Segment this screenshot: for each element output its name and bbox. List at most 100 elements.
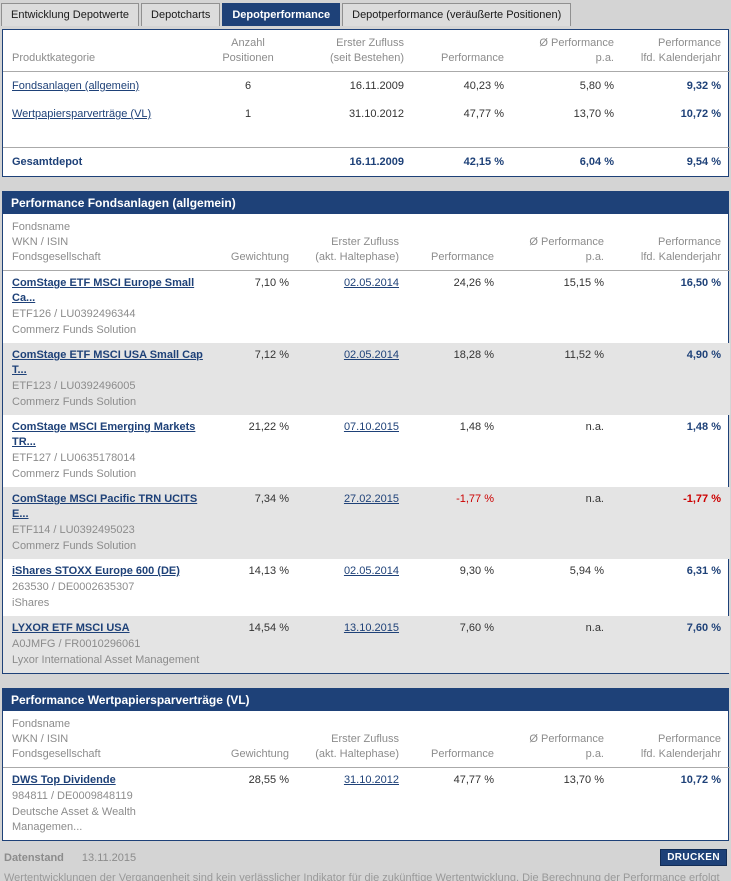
zufluss-date-link[interactable]: 02.05.2014 <box>343 277 399 289</box>
header-performance: Performance <box>408 214 503 271</box>
gewichtung-value: 14,13 % <box>248 565 289 577</box>
category-link-fondsanlagen[interactable]: Fondsanlagen (allgemein) <box>12 80 140 92</box>
zufluss-date-link[interactable]: 07.10.2015 <box>343 421 399 433</box>
fund-wkn-isin: A0JMFG / FR0010296061 <box>12 638 141 650</box>
performance-pa-value: 11,52 % <box>564 349 604 361</box>
performance-value: 1,48 % <box>459 421 494 433</box>
header-performance-kalenderjahr: Performance lfd. Kalenderjahr <box>613 214 730 271</box>
fund-gesellschaft: Commerz Funds Solution <box>12 324 137 336</box>
fund-row: ComStage ETF MSCI USA Small Cap T... ETF… <box>3 343 730 415</box>
fund-name-link[interactable]: ComStage ETF MSCI USA Small Cap T... <box>12 349 203 376</box>
performance-pa-value: n.a. <box>585 493 604 505</box>
performance-jahr-value: 9,54 % <box>623 147 730 176</box>
anzahl-value <box>208 147 288 176</box>
zufluss-value: 16.11.2009 <box>288 147 413 176</box>
fund-name-link[interactable]: iShares STOXX Europe 600 (DE) <box>12 565 180 577</box>
performance-pa-value: 13,70 % <box>563 774 604 786</box>
zufluss-date-link[interactable]: 31.10.2012 <box>343 774 399 786</box>
tab-depotperformance[interactable]: Depotperformance <box>222 3 341 26</box>
zufluss-date-link[interactable]: 27.02.2015 <box>343 493 399 505</box>
tab-depotperformance-veraeusserte-positionen[interactable]: Depotperformance (veräußerte Positionen) <box>342 3 572 26</box>
section-title-fondsanlagen: Performance Fondsanlagen (allgemein) <box>3 192 728 214</box>
performance-jahr-value: 16,50 % <box>680 277 721 289</box>
summary-row-fondsanlagen: Fondsanlagen (allgemein) 6 16.11.2009 40… <box>3 72 730 101</box>
fund-name-link[interactable]: LYXOR ETF MSCI USA <box>12 622 130 634</box>
fund-gesellschaft: Lyxor International Asset Management <box>12 654 200 666</box>
performance-jahr-value: 7,60 % <box>686 622 721 634</box>
header-performance: Performance <box>408 711 503 768</box>
performance-value: 47,77 % <box>463 108 504 120</box>
header-performance: Performance <box>413 30 513 72</box>
depot-summary-panel: Produktkategorie Anzahl Positionen Erste… <box>2 29 730 177</box>
header-performance-kalenderjahr: Performance lfd. Kalenderjahr <box>613 711 730 768</box>
performance-value: 9,30 % <box>459 565 494 577</box>
fund-row: ComStage MSCI Pacific TRN UCITS E... ETF… <box>3 487 730 559</box>
performance-pa-value: n.a. <box>585 622 604 634</box>
performance-jahr-value: -1,77 % <box>683 493 721 505</box>
performance-jahr-value: 6,31 % <box>686 565 721 577</box>
zufluss-date-link[interactable]: 02.05.2014 <box>343 565 399 577</box>
header-gewichtung: Gewichtung <box>218 711 298 768</box>
fund-gesellschaft: Commerz Funds Solution <box>12 540 137 552</box>
performance-value: 42,15 % <box>413 147 513 176</box>
summary-table: Produktkategorie Anzahl Positionen Erste… <box>3 30 730 176</box>
fund-row: LYXOR ETF MSCI USA A0JMFG / FR0010296061… <box>3 616 730 673</box>
performance-value: 40,23 % <box>463 80 504 92</box>
footnote-text: Wertentwicklungen der Vergangenheit sind… <box>4 872 720 881</box>
fund-row: ComStage ETF MSCI Europe Small Ca... ETF… <box>3 271 730 344</box>
header-erster-zufluss: Erster Zufluss (akt. Haltephase) <box>298 711 408 768</box>
tab-depotcharts[interactable]: Depotcharts <box>141 3 221 26</box>
zufluss-value: 31.10.2012 <box>348 108 404 120</box>
zufluss-date-link[interactable]: 13.10.2015 <box>343 622 399 634</box>
fund-gesellschaft: Commerz Funds Solution <box>12 468 137 480</box>
gewichtung-value: 7,34 % <box>254 493 289 505</box>
header-fondsname: Fondsname WKN / ISIN Fondsgesellschaft <box>3 214 218 271</box>
performance-jahr-value: 10,72 % <box>680 774 721 786</box>
fund-gesellschaft: iShares <box>12 597 50 609</box>
header-anzahl-positionen: Anzahl Positionen <box>208 30 288 72</box>
tab-bar: Entwicklung Depotwerte Depotcharts Depot… <box>0 0 731 26</box>
header-produktkategorie: Produktkategorie <box>3 30 208 72</box>
fund-gesellschaft: Deutsche Asset & Wealth Managemen... <box>12 806 136 833</box>
fund-wkn-isin: ETF126 / LU0392496344 <box>12 308 136 320</box>
gewichtung-value: 14,54 % <box>248 622 289 634</box>
fonds-table: Fondsname WKN / ISIN Fondsgesellschaft G… <box>3 214 730 673</box>
performance-jahr-value: 1,48 % <box>686 421 721 433</box>
fonds-performance-panel: Performance Fondsanlagen (allgemein) Fon… <box>2 191 730 674</box>
performance-pa-value: 5,80 % <box>579 80 614 92</box>
fund-wkn-isin: 984811 / DE0009848119 <box>12 790 133 802</box>
performance-value: -1,77 % <box>456 493 494 505</box>
datenstand-value: 13.11.2015 <box>81 851 137 864</box>
fund-name-link[interactable]: ComStage MSCI Emerging Markets TR... <box>12 421 196 448</box>
section-title-wertpapiersparvertraege: Performance Wertpapiersparverträge (VL) <box>3 689 728 711</box>
gesamtdepot-label: Gesamtdepot <box>3 147 208 176</box>
fund-name-link[interactable]: ComStage MSCI Pacific TRN UCITS E... <box>12 493 198 520</box>
vl-table: Fondsname WKN / ISIN Fondsgesellschaft G… <box>3 711 730 840</box>
performance-jahr-value: 10,72 % <box>680 108 721 120</box>
vl-performance-panel: Performance Wertpapiersparverträge (VL) … <box>2 688 730 841</box>
fund-row: DWS Top Dividende 984811 / DE0009848119 … <box>3 768 730 841</box>
tab-entwicklung-depotwerte[interactable]: Entwicklung Depotwerte <box>1 3 140 26</box>
header-erster-zufluss: Erster Zufluss (akt. Haltephase) <box>298 214 408 271</box>
fund-name-link[interactable]: DWS Top Dividende <box>12 774 116 786</box>
performance-value: 47,77 % <box>453 774 494 786</box>
performance-jahr-value: 9,32 % <box>686 80 721 92</box>
fund-name-link[interactable]: ComStage ETF MSCI Europe Small Ca... <box>12 277 195 304</box>
header-performance-kalenderjahr: Performance lfd. Kalenderjahr <box>623 30 730 72</box>
performance-value: 24,26 % <box>453 277 494 289</box>
zufluss-date-link[interactable]: 02.05.2014 <box>343 349 399 361</box>
header-performance-pa: Ø Performance p.a. <box>513 30 623 72</box>
datenstand-label: Datenstand <box>4 851 64 864</box>
gewichtung-value: 7,10 % <box>254 277 289 289</box>
summary-total-row: Gesamtdepot 16.11.2009 42,15 % 6,04 % 9,… <box>3 147 730 176</box>
anzahl-value: 6 <box>244 80 252 92</box>
performance-pa-value: 6,04 % <box>513 147 623 176</box>
print-button[interactable]: DRUCKEN <box>660 849 727 866</box>
category-link-wertpapiersparvertraege[interactable]: Wertpapiersparverträge (VL) <box>12 108 152 120</box>
zufluss-value: 16.11.2009 <box>349 80 404 92</box>
fund-wkn-isin: ETF123 / LU0392496005 <box>12 380 136 392</box>
footer-bar: Datenstand 13.11.2015 DRUCKEN <box>4 849 727 866</box>
fund-wkn-isin: ETF114 / LU0392495023 <box>12 524 135 536</box>
performance-value: 7,60 % <box>459 622 494 634</box>
performance-pa-value: n.a. <box>585 421 604 433</box>
